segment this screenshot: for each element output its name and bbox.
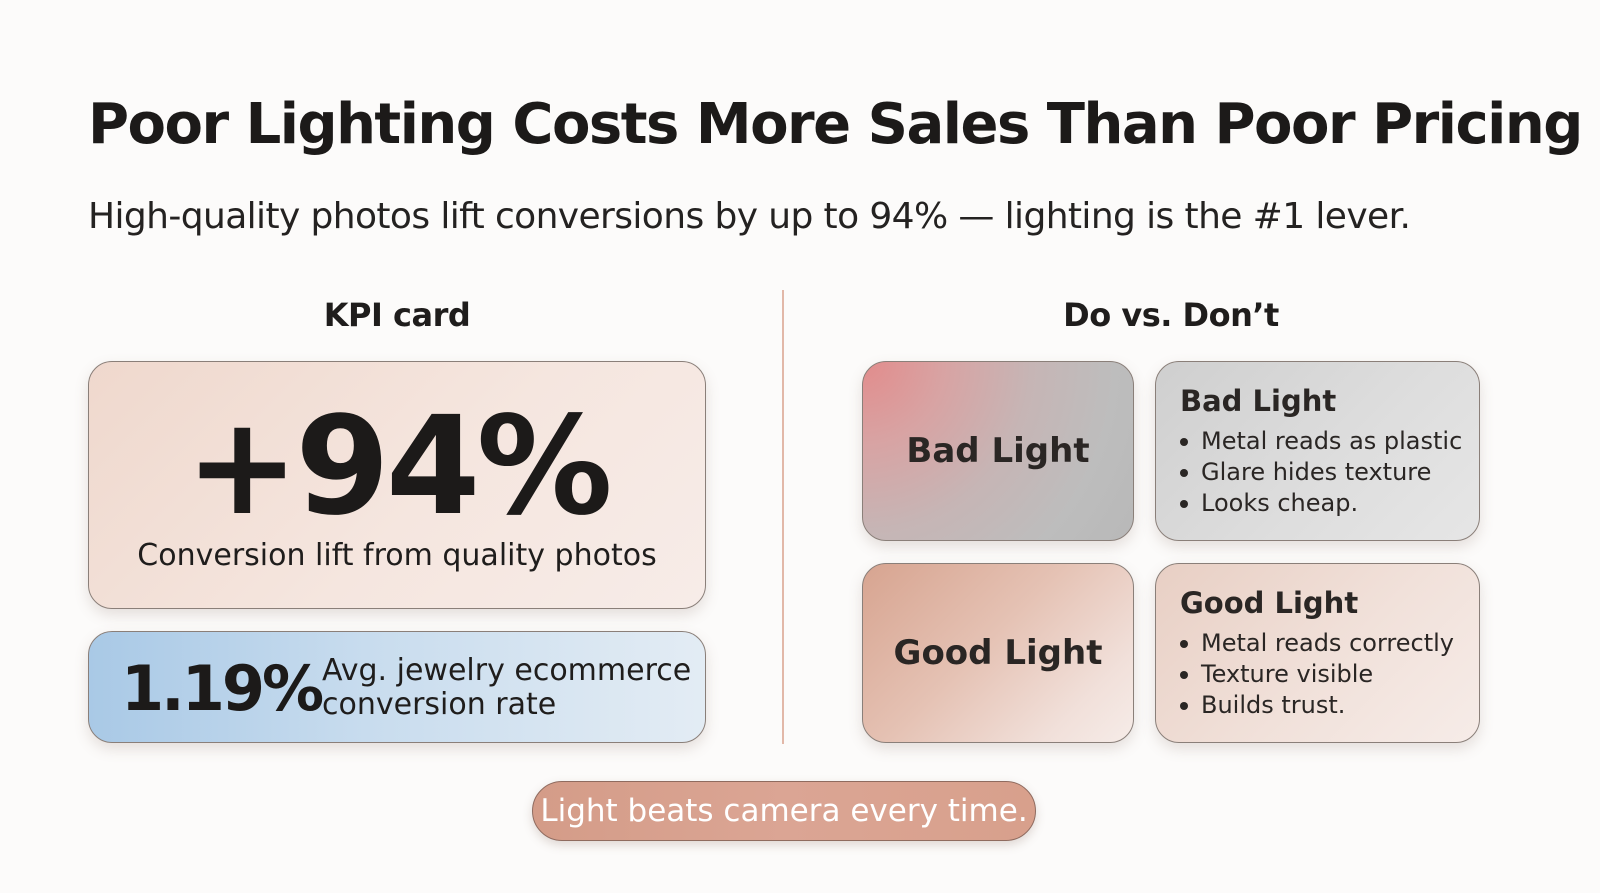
bad-light-tile-label: Bad Light [906,431,1090,471]
kpi-secondary-card: 1.19% Avg. jewelry ecommerce conversion … [88,631,706,743]
bullet-icon [1180,701,1188,710]
kpi-main-card: +94% Conversion lift from quality photos [88,361,706,609]
bullet-icon [1180,437,1188,446]
slide-subtitle: High-quality photos lift conversions by … [88,196,1411,237]
list-item-text: Builds trust. [1201,691,1346,719]
good-light-tile-label: Good Light [893,633,1103,673]
list-item: Looks cheap. [1180,488,1462,519]
list-item-text: Looks cheap. [1201,489,1359,517]
bullet-icon [1180,499,1188,508]
kpi-main-caption: Conversion lift from quality photos [137,538,657,573]
do-dont-column-heading: Do vs. Don’t [1063,296,1279,334]
slide-title: Poor Lighting Costs More Sales Than Poor… [88,92,1583,157]
tagline-pill: Light beats camera every time. [532,781,1036,841]
kpi-secondary-label: Avg. jewelry ecommerce conversion rate [322,653,692,723]
list-item-text: Texture visible [1201,660,1374,688]
bad-light-list: Metal reads as plastic Glare hides textu… [1180,426,1462,519]
good-light-tile: Good Light [862,563,1134,743]
list-item: Texture visible [1180,659,1454,690]
list-item: Metal reads as plastic [1180,426,1462,457]
column-divider [782,290,784,744]
kpi-secondary-value: 1.19% [121,652,324,725]
bad-light-title: Bad Light [1180,384,1337,418]
list-item: Metal reads correctly [1180,628,1454,659]
list-item-text: Glare hides texture [1201,458,1432,486]
bullet-icon [1180,670,1188,679]
bullet-icon [1180,639,1188,648]
bad-light-tile: Bad Light [862,361,1134,541]
list-item: Glare hides texture [1180,457,1462,488]
bullet-icon [1180,468,1188,477]
good-light-card: Good Light Metal reads correctly Texture… [1155,563,1480,743]
bad-light-card: Bad Light Metal reads as plastic Glare h… [1155,361,1480,541]
list-item-text: Metal reads correctly [1201,629,1454,657]
kpi-column-heading: KPI card [323,296,471,334]
list-item: Builds trust. [1180,690,1454,721]
kpi-main-value: +94% [185,388,612,546]
good-light-list: Metal reads correctly Texture visible Bu… [1180,628,1454,721]
good-light-title: Good Light [1180,586,1359,620]
list-item-text: Metal reads as plastic [1201,427,1463,455]
